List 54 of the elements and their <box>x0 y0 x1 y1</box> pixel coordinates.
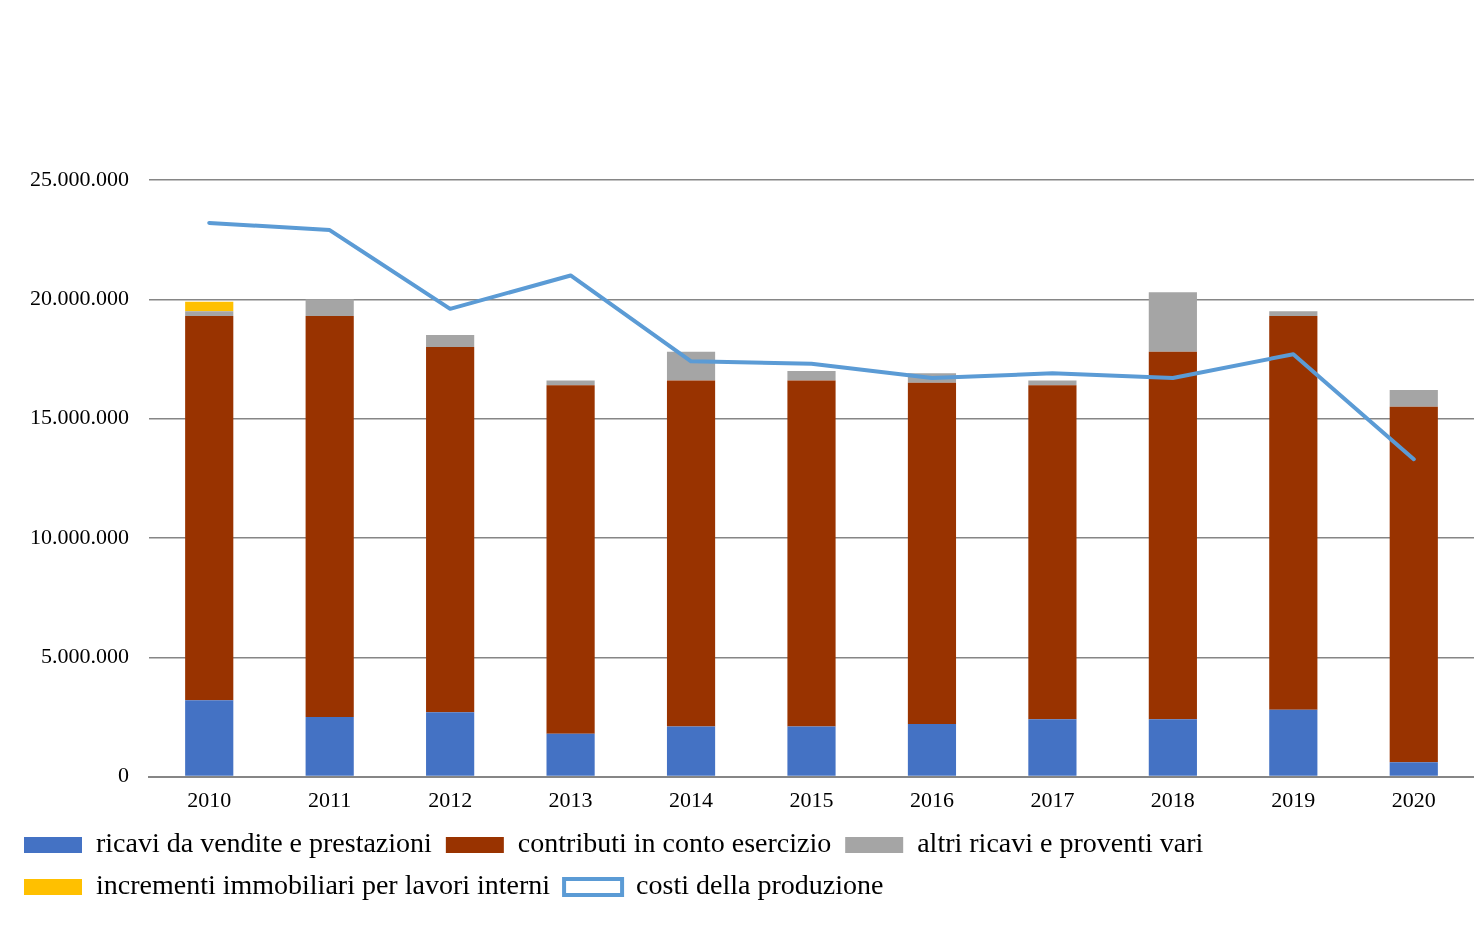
bar <box>1389 762 1438 776</box>
x-tick-label: 2014 <box>669 786 714 812</box>
bar <box>185 311 234 317</box>
bar <box>546 380 595 386</box>
y-tick-label: 20.000.000 <box>30 285 129 311</box>
legend-label: costi della produzione <box>636 869 884 901</box>
bar <box>787 380 836 727</box>
x-tick-label: 2013 <box>548 786 593 812</box>
bar <box>787 370 836 381</box>
x-tick-label: 2019 <box>1271 786 1316 812</box>
legend-label: ricavi da vendite e prestazioni <box>96 827 433 859</box>
y-tick-label: 25.000.000 <box>30 165 129 191</box>
bar <box>426 335 475 348</box>
bar <box>1269 311 1318 317</box>
legend-label: altri ricavi e proventi vari <box>917 827 1204 859</box>
bar <box>666 380 716 727</box>
bar <box>1028 385 1077 720</box>
y-tick-label: 10.000.000 <box>30 523 129 549</box>
bar <box>185 301 234 312</box>
bar <box>1148 351 1197 720</box>
bar <box>546 385 595 734</box>
x-tick-label: 2012 <box>428 786 473 812</box>
bar <box>1389 390 1438 407</box>
bar <box>666 726 716 776</box>
x-tick-label: 2016 <box>909 786 954 812</box>
bar <box>1028 380 1077 386</box>
bar <box>185 316 234 701</box>
bar <box>1148 719 1197 776</box>
bar <box>305 316 354 717</box>
legend-label: contributi in conto esercizio <box>517 827 832 859</box>
x-tick-label: 2010 <box>187 786 232 812</box>
bar <box>1269 709 1318 776</box>
bar <box>185 700 234 776</box>
x-tick-label: 2020 <box>1391 786 1436 812</box>
x-tick-label: 2015 <box>789 786 834 812</box>
bar <box>907 382 957 725</box>
bar <box>305 716 354 776</box>
bar <box>1269 316 1318 710</box>
x-tick-label: 2011 <box>308 786 352 812</box>
bar <box>426 712 475 776</box>
bar <box>1028 719 1077 776</box>
bar <box>546 733 595 776</box>
bar <box>787 726 836 776</box>
y-tick-label: 0 <box>118 762 129 788</box>
bar <box>426 347 475 713</box>
bar <box>1389 406 1438 763</box>
x-tick-label: 2017 <box>1030 786 1075 812</box>
y-tick-label: 15.000.000 <box>30 404 129 430</box>
legend-label: incrementi immobiliari per lavori interni <box>96 869 551 901</box>
x-tick-label: 2018 <box>1150 786 1195 812</box>
bar <box>907 724 957 776</box>
y-tick-label: 5.000.000 <box>41 643 129 669</box>
bar <box>305 299 354 317</box>
bar <box>1148 292 1197 352</box>
